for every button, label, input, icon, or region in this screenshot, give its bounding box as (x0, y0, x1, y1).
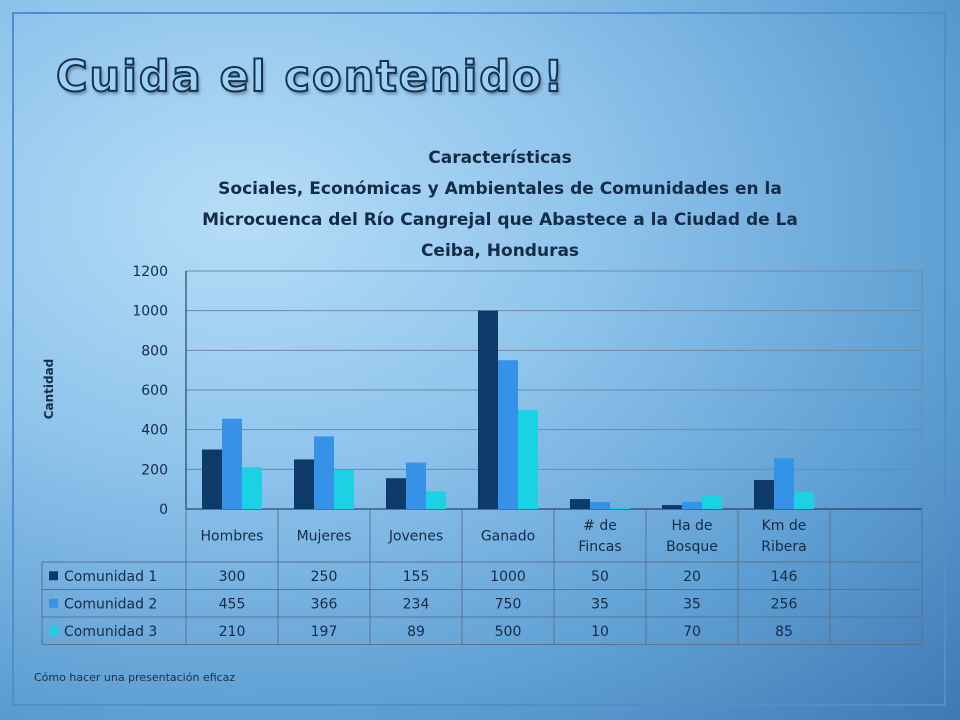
data-value-cell: 366 (311, 596, 338, 612)
bar (662, 505, 682, 509)
bar (518, 409, 538, 509)
data-value-cell: 210 (219, 624, 246, 640)
category-label: Fincas (578, 539, 621, 555)
legend-swatch (49, 626, 58, 636)
category-label: Km de (762, 518, 807, 534)
y-tick-label: 200 (141, 462, 168, 478)
bar (590, 502, 610, 509)
category-label: Hombres (201, 529, 264, 545)
bar (222, 418, 242, 509)
data-value-cell: 35 (683, 596, 701, 612)
bar (702, 495, 722, 509)
bar (498, 360, 518, 509)
chart-title-line: Sociales, Económicas y Ambientales de Co… (218, 179, 782, 199)
bar (426, 491, 446, 509)
y-tick-label: 1000 (132, 304, 168, 320)
legend-label: Comunidad 1 (64, 569, 157, 585)
slide-title: Cuida el contenido! (55, 51, 566, 103)
y-tick-label: 800 (141, 343, 168, 359)
bar (610, 507, 630, 509)
data-value-cell: 500 (495, 624, 522, 640)
bar (334, 469, 354, 509)
bar (202, 449, 222, 509)
category-label: Jovenes (388, 529, 443, 545)
category-label: # de (583, 518, 617, 534)
data-value-cell: 89 (407, 624, 425, 640)
data-value-cell: 256 (771, 596, 798, 612)
data-value-cell: 85 (775, 624, 793, 640)
data-value-cell: 250 (311, 569, 338, 585)
bar (294, 459, 314, 509)
y-tick-label: 0 (159, 502, 168, 518)
data-value-cell: 155 (403, 569, 430, 585)
bar (774, 458, 794, 509)
data-value-cell: 70 (683, 624, 701, 640)
bar (570, 499, 590, 509)
data-value-cell: 300 (219, 569, 246, 585)
bar (406, 462, 426, 509)
chart-title: Características Sociales, Económicas y A… (150, 143, 850, 267)
bar (478, 310, 498, 509)
data-value-cell: 146 (771, 569, 798, 585)
category-label: Ribera (761, 539, 806, 555)
legend-swatch (49, 571, 58, 581)
legend-label: Comunidad 2 (64, 596, 157, 612)
category-label: Bosque (666, 539, 718, 555)
legend-swatch (49, 598, 58, 608)
bar (314, 436, 334, 509)
bar (386, 478, 406, 509)
legend-label: Comunidad 3 (64, 624, 157, 640)
bar (242, 467, 262, 509)
data-value-cell: 35 (591, 596, 609, 612)
footer-text: Cómo hacer una presentación eficaz (34, 671, 236, 684)
category-label: Ganado (481, 529, 535, 545)
data-value-cell: 234 (403, 596, 430, 612)
data-value-cell: 1000 (490, 569, 526, 585)
data-value-cell: 10 (591, 624, 609, 640)
data-value-cell: 750 (495, 596, 522, 612)
bar (682, 502, 702, 509)
slide-frame (12, 12, 946, 706)
category-label: Mujeres (297, 529, 352, 545)
data-value-cell: 197 (311, 624, 338, 640)
chart-title-line: Microcuenca del Río Cangrejal que Abaste… (202, 210, 798, 230)
category-label: Ha de (671, 518, 712, 534)
data-value-cell: 20 (683, 569, 701, 585)
data-value-cell: 50 (591, 569, 609, 585)
chart-title-line: Ceiba, Honduras (420, 241, 580, 261)
y-tick-label: 600 (141, 383, 168, 399)
chart-title-line: Características (428, 148, 572, 168)
bar (754, 480, 774, 509)
y-tick-label: 1200 (132, 264, 168, 280)
bar (794, 492, 814, 509)
y-tick-label: 400 (141, 423, 168, 439)
data-value-cell: 455 (219, 596, 246, 612)
